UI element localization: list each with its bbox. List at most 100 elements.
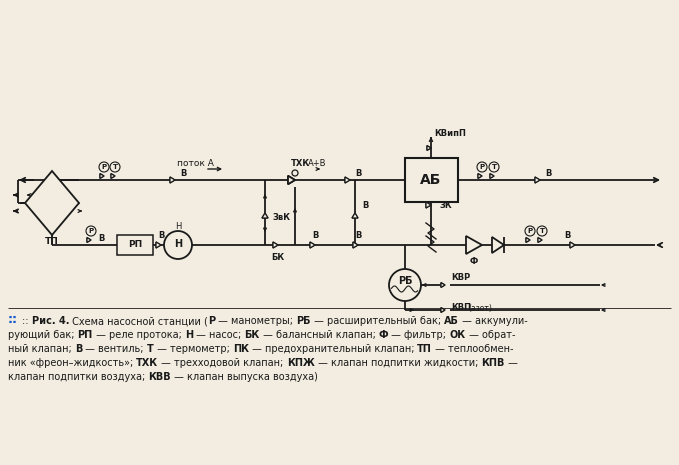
- Text: КВП: КВП: [451, 304, 471, 312]
- Text: клапан подпитки воздуха;: клапан подпитки воздуха;: [8, 372, 149, 382]
- Text: рующий бак;: рующий бак;: [8, 330, 77, 340]
- Polygon shape: [87, 238, 91, 242]
- Text: Р: Р: [479, 164, 485, 170]
- Text: поток А: поток А: [177, 159, 213, 167]
- Text: ЗК: ЗК: [439, 200, 452, 210]
- Circle shape: [110, 162, 120, 172]
- Circle shape: [86, 226, 96, 236]
- Polygon shape: [345, 177, 350, 183]
- Polygon shape: [111, 173, 115, 179]
- Polygon shape: [170, 177, 175, 183]
- Polygon shape: [288, 176, 295, 184]
- Text: — клапан выпуска воздуха): — клапан выпуска воздуха): [171, 372, 318, 382]
- Polygon shape: [100, 173, 104, 179]
- Text: — термометр;: — термометр;: [153, 344, 233, 354]
- Circle shape: [292, 170, 298, 176]
- Text: В: В: [75, 344, 82, 354]
- Text: ный клапан;: ный клапан;: [8, 344, 75, 354]
- Text: — вентиль;: — вентиль;: [82, 344, 147, 354]
- Polygon shape: [570, 242, 575, 248]
- Text: — трехходовой клапан;: — трехходовой клапан;: [158, 358, 287, 368]
- Text: В: В: [312, 232, 318, 240]
- Text: РБ: РБ: [296, 316, 311, 326]
- Polygon shape: [535, 177, 540, 183]
- Text: РП: РП: [77, 330, 93, 340]
- Text: — обрат-: — обрат-: [466, 330, 515, 340]
- Polygon shape: [441, 283, 445, 287]
- Polygon shape: [492, 237, 504, 253]
- Polygon shape: [441, 308, 445, 312]
- Bar: [117, 235, 153, 255]
- Polygon shape: [262, 213, 268, 218]
- Text: — клапан подпитки жидкости;: — клапан подпитки жидкости;: [315, 358, 481, 368]
- Text: КВипП: КВипП: [434, 128, 466, 138]
- Circle shape: [489, 162, 499, 172]
- Text: АБ: АБ: [420, 173, 441, 187]
- Polygon shape: [353, 242, 358, 248]
- Text: — фильтр;: — фильтр;: [388, 330, 449, 340]
- Circle shape: [477, 162, 487, 172]
- Text: (азот): (азот): [468, 304, 492, 312]
- Text: Р: Р: [208, 316, 215, 326]
- Polygon shape: [273, 242, 278, 248]
- Text: —: —: [504, 358, 517, 368]
- Polygon shape: [87, 238, 91, 242]
- Text: — аккумули-: — аккумули-: [459, 316, 528, 326]
- Text: ТП: ТП: [418, 344, 432, 354]
- Polygon shape: [490, 173, 494, 179]
- Polygon shape: [352, 213, 358, 218]
- Text: Р: Р: [528, 228, 532, 234]
- Polygon shape: [426, 202, 431, 208]
- Polygon shape: [310, 242, 315, 248]
- Polygon shape: [526, 238, 530, 242]
- Text: В: В: [545, 168, 551, 178]
- Polygon shape: [111, 173, 115, 179]
- Polygon shape: [156, 242, 161, 248]
- Polygon shape: [466, 236, 482, 254]
- Polygon shape: [441, 283, 445, 287]
- Text: — реле протока;: — реле протока;: [93, 330, 185, 340]
- Text: Ф: Ф: [379, 330, 388, 340]
- Polygon shape: [427, 146, 431, 150]
- Text: ТХК: ТХК: [291, 159, 310, 167]
- Circle shape: [164, 231, 192, 259]
- Text: Р: Р: [101, 164, 107, 170]
- Polygon shape: [535, 177, 540, 183]
- Text: Н: Н: [174, 239, 182, 249]
- Text: Т: Т: [492, 164, 496, 170]
- Text: А+В: А+В: [308, 159, 327, 167]
- Polygon shape: [156, 242, 161, 248]
- Polygon shape: [490, 173, 494, 179]
- Text: В: В: [564, 232, 570, 240]
- Text: — расширительный бак;: — расширительный бак;: [311, 316, 444, 326]
- Text: ник «фреон–жидкость»;: ник «фреон–жидкость»;: [8, 358, 136, 368]
- Text: — балансный клапан;: — балансный клапан;: [259, 330, 379, 340]
- Text: В: В: [180, 168, 186, 178]
- Bar: [405, 158, 458, 202]
- Text: — предохранительный клапан;: — предохранительный клапан;: [249, 344, 418, 354]
- Polygon shape: [478, 173, 482, 179]
- Polygon shape: [310, 242, 315, 248]
- Polygon shape: [441, 308, 445, 312]
- Polygon shape: [353, 242, 358, 248]
- Circle shape: [99, 162, 109, 172]
- Circle shape: [389, 269, 421, 301]
- Polygon shape: [352, 213, 358, 218]
- Text: РБ: РБ: [398, 276, 412, 286]
- Polygon shape: [25, 171, 79, 235]
- Text: В: В: [355, 168, 361, 178]
- Polygon shape: [570, 242, 575, 248]
- Text: ТХК: ТХК: [136, 358, 158, 368]
- Text: Рис. 4.: Рис. 4.: [32, 316, 69, 326]
- Text: ::: ::: [8, 313, 18, 326]
- Polygon shape: [426, 202, 431, 208]
- Polygon shape: [273, 242, 278, 248]
- Text: Р: Р: [88, 228, 94, 234]
- Polygon shape: [345, 177, 350, 183]
- Text: Н: Н: [175, 222, 181, 232]
- Text: РП: РП: [128, 240, 142, 250]
- Text: КВВ: КВВ: [149, 372, 171, 382]
- Text: КПЖ: КПЖ: [287, 358, 315, 368]
- Text: Т: Т: [147, 344, 153, 354]
- Polygon shape: [262, 213, 268, 218]
